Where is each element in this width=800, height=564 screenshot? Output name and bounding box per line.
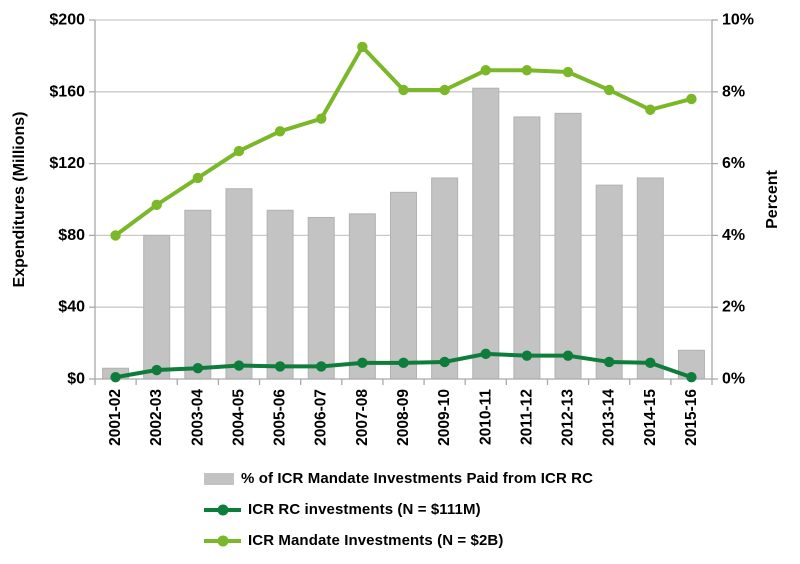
svg-text:2009-10: 2009-10	[436, 389, 453, 446]
legend-item-rc-line: ICR RC investments (N = $111M)	[204, 494, 593, 525]
axis-tick-labels: $0 $40 $80 $120 $160 $200 0% 2% 4% 6% 8% 10%	[49, 12, 754, 388]
svg-text:10%: 10%	[722, 12, 754, 29]
svg-text:0%: 0%	[722, 371, 745, 388]
mandate-line-series	[110, 41, 697, 241]
legend-label-mandate-line: ICR Mandate Investments (N = $2B)	[248, 532, 504, 549]
svg-text:$200: $200	[49, 12, 85, 29]
svg-text:Percent: Percent	[764, 169, 781, 228]
legend-item-bar-series: % of ICR Mandate Investments Paid from I…	[204, 463, 593, 494]
line-swatch-rc-icon	[204, 504, 241, 515]
svg-text:2006-07: 2006-07	[313, 389, 330, 446]
svg-text:2002-03: 2002-03	[148, 389, 165, 446]
line-swatch-mandate-icon	[204, 535, 241, 546]
rc-line-series	[110, 348, 697, 383]
svg-text:2012-13: 2012-13	[560, 389, 577, 446]
svg-text:2001-02: 2001-02	[107, 389, 124, 446]
svg-text:2014-15: 2014-15	[642, 389, 659, 446]
svg-text:8%: 8%	[722, 83, 745, 100]
chart-legend: % of ICR Mandate Investments Paid from I…	[204, 463, 593, 556]
axis-titles: Expenditures (Millions) Percent	[11, 111, 781, 287]
bar-swatch-icon	[204, 472, 234, 485]
svg-text:2%: 2%	[722, 299, 745, 316]
svg-text:2008-09: 2008-09	[395, 389, 412, 446]
svg-text:$80: $80	[58, 227, 85, 244]
svg-text:$40: $40	[58, 299, 85, 316]
legend-label-rc-line: ICR RC investments (N = $111M)	[248, 501, 481, 518]
svg-text:2013-14: 2013-14	[601, 389, 618, 446]
svg-text:$0: $0	[67, 371, 85, 388]
plot-area: $0 $40 $80 $120 $160 $200 0% 2% 4% 6% 8% 10% 2001-02…	[11, 12, 781, 446]
bar-series	[102, 87, 705, 380]
legend-item-mandate-line: ICR Mandate Investments (N = $2B)	[204, 525, 593, 556]
svg-text:2010-11: 2010-11	[477, 389, 494, 445]
svg-text:4%: 4%	[722, 227, 745, 244]
svg-text:2003-04: 2003-04	[189, 389, 206, 446]
legend-label-bar-series: % of ICR Mandate Investments Paid from I…	[241, 470, 594, 487]
svg-text:$160: $160	[49, 83, 85, 100]
svg-text:$120: $120	[49, 155, 85, 172]
x-axis-labels: 2001-02 2002-03 2003-04 2004-05 2005-06 2006-…	[107, 389, 700, 446]
svg-text:2015-16: 2015-16	[683, 389, 700, 446]
svg-text:2007-08: 2007-08	[354, 389, 371, 446]
svg-text:6%: 6%	[722, 155, 745, 172]
svg-text:Expenditures (Millions): Expenditures (Millions)	[11, 111, 28, 287]
svg-text:2011-12: 2011-12	[518, 389, 535, 445]
svg-text:2005-06: 2005-06	[272, 389, 289, 446]
axes	[89, 19, 718, 385]
svg-text:2004-05: 2004-05	[230, 389, 247, 446]
